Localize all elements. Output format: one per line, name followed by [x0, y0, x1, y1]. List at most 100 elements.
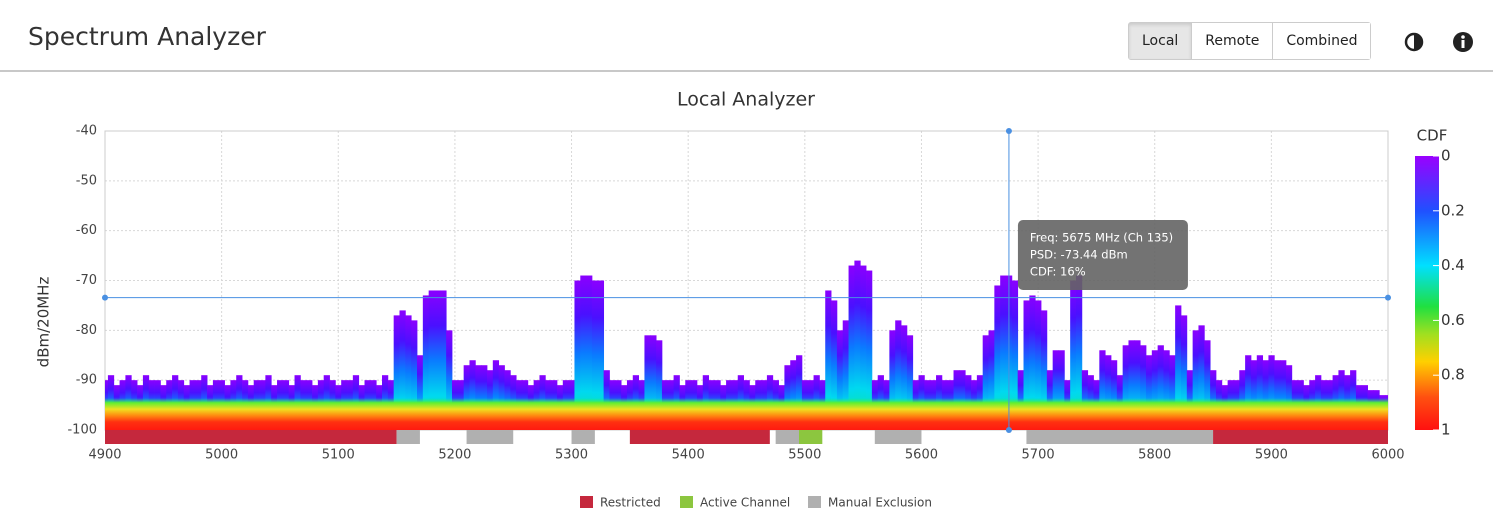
legend-swatch [680, 496, 693, 508]
x-tick-label: 5600 [905, 448, 938, 463]
legend-swatch [580, 496, 593, 508]
spectrum-column [644, 335, 651, 430]
tooltip-line: CDF: 16% [1030, 265, 1086, 279]
spectrum-column [1250, 360, 1258, 430]
y-tick-label: -40 [76, 124, 97, 139]
spectrum-column [790, 360, 797, 430]
spectrum-column [1110, 360, 1118, 430]
y-tick-label: -100 [67, 423, 97, 438]
colorbar-tick-label: 0.2 [1441, 201, 1465, 219]
colorbar-tick-label: 0 [1441, 147, 1451, 165]
spectrum-column [475, 365, 482, 430]
x-tick-label: 4900 [88, 448, 121, 463]
spectrum-column [1274, 360, 1281, 430]
spectrum-column [586, 275, 593, 430]
band [571, 430, 595, 444]
spectrum-column [440, 290, 447, 430]
x-tick-label: 5800 [1138, 448, 1171, 463]
spectrum-column [1099, 350, 1106, 430]
cursor-handle [1005, 128, 1012, 134]
spectrum-column [842, 320, 849, 430]
info-icon[interactable] [1451, 30, 1475, 54]
spectrum-column [580, 275, 587, 430]
chart: Local Analyzer dBm/20MHz -40 -50 -60 -70 -80… [35, 89, 1465, 510]
colorbar-tick-label: 0.8 [1441, 366, 1465, 384]
spectrum-column [1000, 275, 1007, 430]
cursor-handle [102, 294, 108, 301]
x-tick-label: 6000 [1371, 448, 1404, 463]
spectrum-column [1105, 355, 1112, 430]
tab[interactable]: Local [1129, 23, 1192, 59]
spectrum-column [650, 335, 657, 430]
spectrum-column [895, 320, 902, 430]
spectrum-column [994, 285, 1001, 430]
spectrum-column [434, 290, 441, 430]
x-tick-label: 5200 [438, 448, 471, 463]
spectrum-column [1157, 345, 1164, 430]
spectrum-column [889, 330, 896, 430]
spectrum-column [831, 300, 838, 430]
legend-label: Restricted [600, 496, 661, 510]
colorbar-label: CDF [1417, 127, 1448, 145]
spectrum-column [492, 360, 500, 430]
tab[interactable]: Combined [1272, 23, 1371, 59]
y-tick-label: -60 [76, 223, 97, 238]
band [629, 430, 770, 444]
spectrum-column [481, 365, 488, 430]
spectrum-column [597, 280, 605, 430]
spectrum-column [1175, 305, 1182, 430]
spectrum-column [399, 310, 406, 430]
spectrum-column [1052, 350, 1059, 430]
x-tick-label: 5000 [205, 448, 238, 463]
spectrum-column [854, 260, 861, 430]
spectrum-column [982, 335, 989, 430]
spectrum-column [1151, 350, 1159, 430]
page-title: Spectrum Analyzer [28, 22, 266, 51]
x-tick-label: 5900 [1255, 448, 1288, 463]
spectrum-column [1140, 345, 1147, 430]
tab[interactable]: Remote [1191, 23, 1273, 59]
band [798, 430, 823, 444]
spectrum-column [1204, 340, 1211, 430]
band [874, 430, 922, 444]
x-tick-label: 5100 [322, 448, 355, 463]
spectrum-column [1180, 315, 1188, 430]
spectrum-column [1122, 345, 1129, 430]
spectrum-column [1268, 355, 1275, 430]
spectrum-column [428, 290, 435, 430]
spectrum-column [1128, 340, 1135, 430]
chart-title: Local Analyzer [677, 89, 815, 111]
spectrum-column [574, 280, 581, 430]
spectrum-column [1192, 330, 1199, 430]
spectrum-column [1163, 350, 1170, 430]
spectrum-column [411, 320, 418, 430]
spectrum-column [796, 355, 803, 430]
spectrum-column [1023, 300, 1030, 430]
spectrum-column [1035, 300, 1042, 430]
legend-swatch [808, 496, 821, 508]
x-tick-label: 5300 [555, 448, 588, 463]
spectrum-column [405, 315, 412, 430]
band [1213, 430, 1388, 444]
x-tick-label: 5400 [672, 448, 705, 463]
band [105, 430, 397, 444]
band [1026, 430, 1214, 444]
spectrum-column [469, 360, 476, 430]
tooltip-line: PSD: -73.44 dBm [1030, 248, 1128, 262]
contrast-icon[interactable] [1402, 30, 1426, 54]
spectrum-column [1280, 360, 1287, 430]
spectrum-column [1070, 280, 1077, 430]
spectrum-column [422, 295, 430, 430]
cursor-handle [1385, 294, 1391, 301]
spectrum-column [1145, 355, 1153, 430]
y-tick-label: -70 [76, 273, 97, 288]
spectrum-column [848, 265, 855, 430]
header: Spectrum Analyzer Local Remote Combined [0, 0, 1493, 72]
spectrum-column [784, 365, 791, 430]
y-tick-label: -80 [76, 323, 97, 338]
y-tick-label: -90 [76, 373, 97, 388]
spectrum-column [866, 270, 873, 430]
x-tick-label: 5700 [1022, 448, 1055, 463]
band [775, 430, 799, 444]
spectrum-column [1029, 295, 1036, 430]
